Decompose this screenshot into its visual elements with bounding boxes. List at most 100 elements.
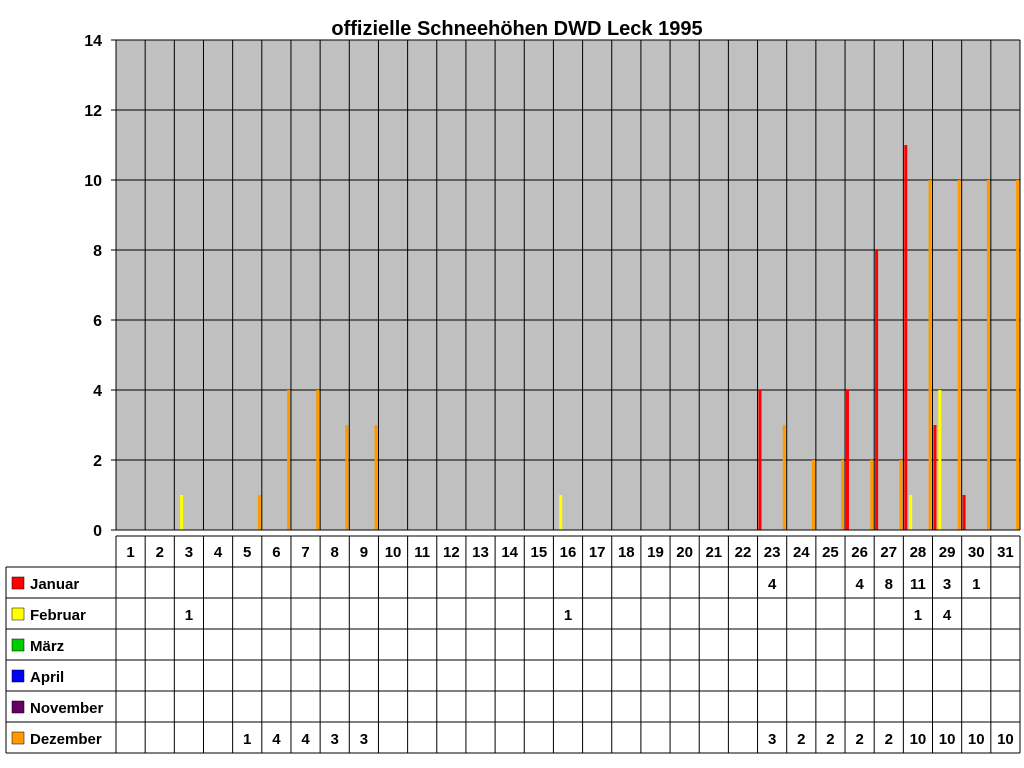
y-tick-label: 4 bbox=[93, 383, 102, 400]
legend-key-dezember bbox=[11, 731, 25, 745]
table-value: 4 bbox=[943, 607, 952, 624]
x-tick-label: 14 bbox=[501, 544, 518, 561]
table-value: 11 bbox=[910, 576, 926, 593]
bar-februar-day-28 bbox=[909, 495, 913, 530]
bar-dezember-day-28 bbox=[928, 180, 932, 530]
y-tick-label: 10 bbox=[84, 173, 102, 190]
legend-label: Dezember bbox=[30, 731, 102, 748]
bar-dezember-day-24 bbox=[811, 460, 815, 530]
table-value: 2 bbox=[855, 731, 863, 748]
bar-dezember-day-23 bbox=[782, 425, 786, 530]
table-value: 2 bbox=[797, 731, 805, 748]
x-tick-label: 30 bbox=[968, 544, 985, 561]
y-tick-label: 0 bbox=[93, 523, 102, 540]
x-tick-label: 13 bbox=[472, 544, 489, 561]
table-value: 1 bbox=[972, 576, 980, 593]
bar-januar-day-23 bbox=[758, 390, 762, 530]
x-tick-label: 18 bbox=[618, 544, 635, 561]
x-tick-label: 15 bbox=[530, 544, 547, 561]
legend-key-februar bbox=[11, 607, 25, 621]
x-tick-label: 5 bbox=[243, 544, 251, 561]
bar-januar-day-30 bbox=[962, 495, 966, 530]
bar-dezember-day-8 bbox=[345, 425, 349, 530]
x-tick-label: 9 bbox=[360, 544, 368, 561]
table-value: 3 bbox=[360, 731, 368, 748]
table-value: 4 bbox=[768, 576, 777, 593]
x-tick-label: 23 bbox=[764, 544, 781, 561]
table-value: 4 bbox=[272, 731, 281, 748]
axis-layer: 0 2 4 6 8 10 12 14 bbox=[84, 33, 1020, 540]
table-value: 2 bbox=[885, 731, 893, 748]
legend-label: März bbox=[30, 638, 64, 655]
bar-dezember-day-31 bbox=[1016, 180, 1020, 530]
table-value: 3 bbox=[331, 731, 339, 748]
legend-label: April bbox=[30, 669, 64, 686]
legend-key-november bbox=[11, 700, 25, 714]
x-tick-label: 7 bbox=[301, 544, 309, 561]
x-tick-label: 19 bbox=[647, 544, 664, 561]
bar-januar-day-26 bbox=[845, 390, 849, 530]
x-tick-label: 2 bbox=[156, 544, 164, 561]
bar-januar-day-28 bbox=[904, 145, 908, 530]
x-tick-label: 3 bbox=[185, 544, 193, 561]
legend-key-januar bbox=[11, 576, 25, 590]
x-tick-label: 8 bbox=[331, 544, 339, 561]
chart-title: offizielle Schneehöhen DWD Leck 1995 bbox=[331, 18, 702, 40]
x-tick-label: 27 bbox=[880, 544, 897, 561]
table-value: 3 bbox=[768, 731, 776, 748]
bar-dezember-day-30 bbox=[986, 180, 990, 530]
bar-dezember-day-29 bbox=[957, 180, 961, 530]
table-value: 1 bbox=[914, 607, 922, 624]
legend-label: November bbox=[30, 700, 104, 717]
table-value: 4 bbox=[855, 576, 864, 593]
x-tick-label: 12 bbox=[443, 544, 460, 561]
plot-area bbox=[116, 40, 1020, 530]
bar-februar-day-3 bbox=[180, 495, 184, 530]
x-tick-label: 10 bbox=[385, 544, 402, 561]
x-tick-label: 16 bbox=[560, 544, 577, 561]
x-tick-label: 26 bbox=[851, 544, 868, 561]
x-tick-label: 17 bbox=[589, 544, 606, 561]
y-tick-label: 2 bbox=[93, 453, 102, 470]
y-tick-label: 8 bbox=[93, 243, 102, 260]
legend-label: Februar bbox=[30, 607, 86, 624]
bar-dezember-day-7 bbox=[316, 390, 320, 530]
x-tick-label: 28 bbox=[910, 544, 927, 561]
table-value: 4 bbox=[301, 731, 310, 748]
table-value: 1 bbox=[185, 607, 193, 624]
x-tick-label: 25 bbox=[822, 544, 839, 561]
bar-januar-day-29 bbox=[933, 425, 937, 530]
table-value: 8 bbox=[885, 576, 893, 593]
bar-februar-day-29 bbox=[938, 390, 942, 530]
x-tick-label: 4 bbox=[214, 544, 223, 561]
x-tick-label: 20 bbox=[676, 544, 693, 561]
x-tick-label: 29 bbox=[939, 544, 956, 561]
table-value: 10 bbox=[968, 731, 985, 748]
x-tick-label: 22 bbox=[735, 544, 752, 561]
legend-key-april bbox=[11, 669, 25, 683]
x-tick-label: 6 bbox=[272, 544, 280, 561]
legend-key-märz bbox=[11, 638, 25, 652]
bar-januar-day-27 bbox=[875, 250, 879, 530]
y-tick-label: 12 bbox=[84, 103, 102, 120]
bar-dezember-day-25 bbox=[841, 460, 845, 530]
table-value: 3 bbox=[943, 576, 951, 593]
bars-layer bbox=[180, 145, 1020, 530]
y-tick-label: 14 bbox=[84, 33, 102, 50]
x-tick-label: 1 bbox=[126, 544, 134, 561]
bar-dezember-day-9 bbox=[374, 425, 378, 530]
bar-dezember-day-6 bbox=[287, 390, 291, 530]
x-tick-label: 24 bbox=[793, 544, 810, 561]
table-value: 10 bbox=[997, 731, 1014, 748]
x-tick-label: 11 bbox=[414, 544, 430, 561]
x-tick-label: 21 bbox=[705, 544, 722, 561]
table-value: 1 bbox=[564, 607, 572, 624]
legend-label: Januar bbox=[30, 576, 79, 593]
y-tick-label: 6 bbox=[93, 313, 102, 330]
table-value: 10 bbox=[939, 731, 956, 748]
data-table: 1 2 3 4 5 6 7 8 9 10 11 12 13 14 15 16 17 18 19 20 21 22 23 24 2… bbox=[5, 535, 1021, 754]
table-value: 2 bbox=[826, 731, 834, 748]
table-value: 1 bbox=[243, 731, 251, 748]
bar-dezember-day-26 bbox=[870, 460, 874, 530]
